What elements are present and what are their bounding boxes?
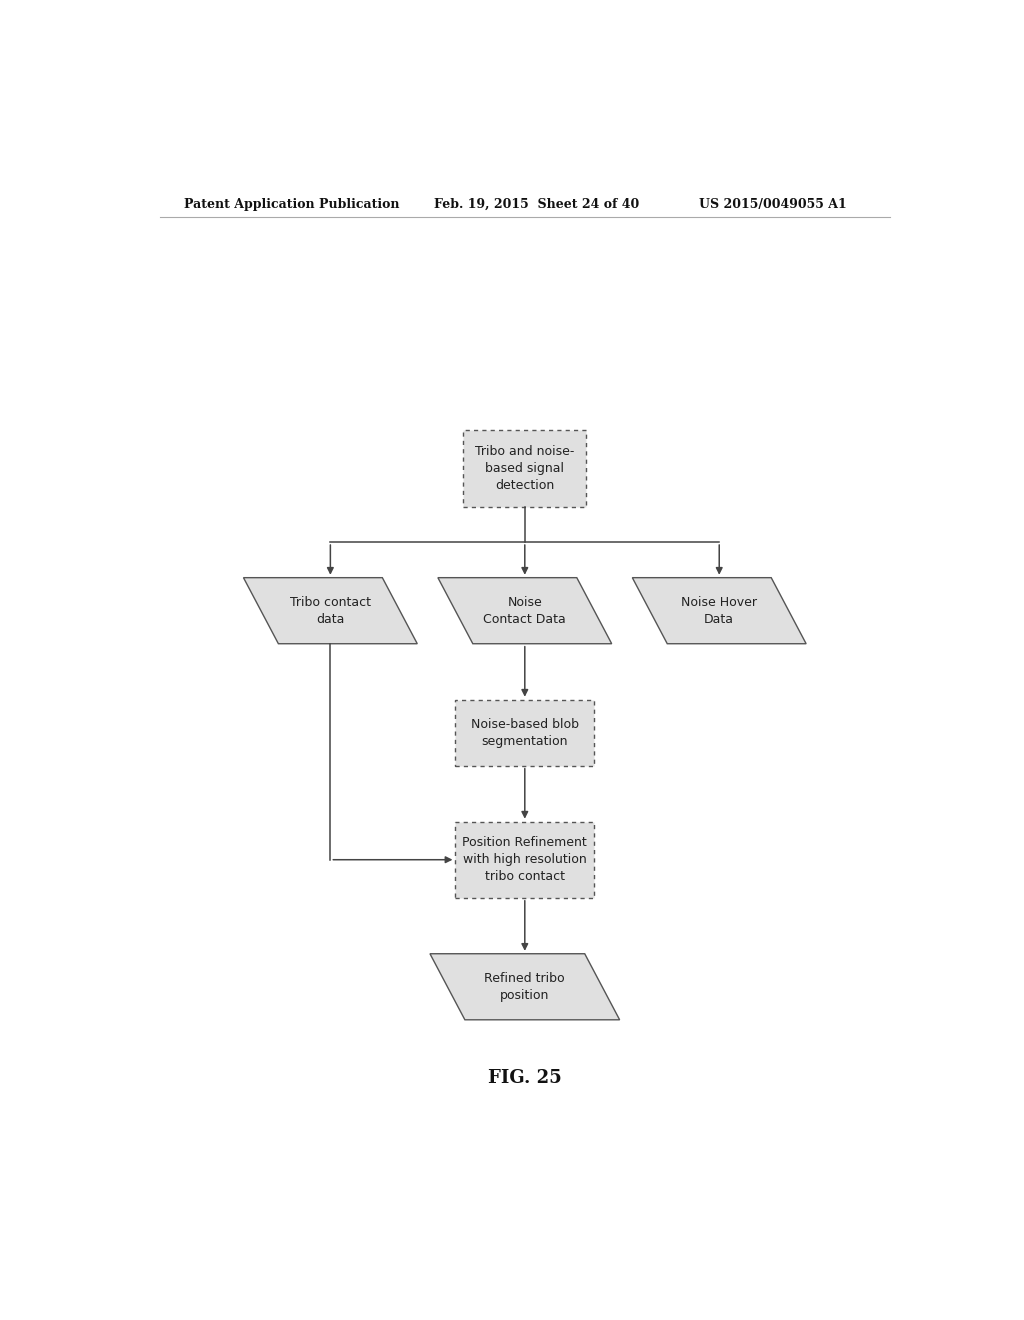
Text: Tribo and noise-
based signal
detection: Tribo and noise- based signal detection — [475, 445, 574, 492]
Text: Feb. 19, 2015  Sheet 24 of 40: Feb. 19, 2015 Sheet 24 of 40 — [433, 198, 639, 211]
Text: Noise
Contact Data: Noise Contact Data — [483, 595, 566, 626]
FancyBboxPatch shape — [456, 700, 594, 766]
Text: Refined tribo
position: Refined tribo position — [484, 972, 565, 1002]
Polygon shape — [430, 954, 620, 1020]
Text: US 2015/0049055 A1: US 2015/0049055 A1 — [699, 198, 847, 211]
Text: Patent Application Publication: Patent Application Publication — [183, 198, 399, 211]
Polygon shape — [438, 578, 611, 644]
Text: Noise-based blob
segmentation: Noise-based blob segmentation — [471, 718, 579, 747]
Polygon shape — [244, 578, 417, 644]
FancyBboxPatch shape — [463, 430, 587, 507]
Text: FIG. 25: FIG. 25 — [487, 1069, 562, 1088]
Text: Position Refinement
with high resolution
tribo contact: Position Refinement with high resolution… — [463, 836, 587, 883]
FancyBboxPatch shape — [456, 821, 594, 898]
Text: Tribo contact
data: Tribo contact data — [290, 595, 371, 626]
Text: Noise Hover
Data: Noise Hover Data — [681, 595, 757, 626]
Polygon shape — [633, 578, 806, 644]
